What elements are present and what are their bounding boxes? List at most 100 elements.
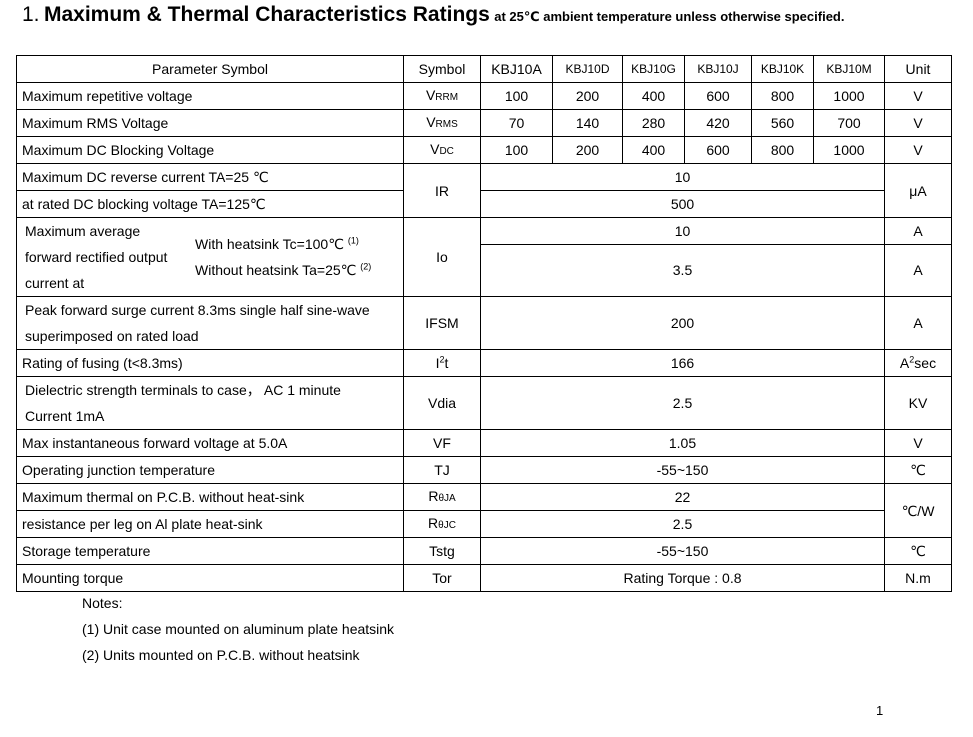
row-value: 10 3.5 [480,217,885,297]
row-value: 1.05 [480,429,885,457]
ratings-table: Parameter Symbol Symbol KBJ10A KBJ10D KB… [16,55,952,592]
row-unit: N.m [884,564,952,592]
row-label: Rating of fusing (t<8.3ms) [16,349,404,377]
row-value: 600 [684,136,752,164]
row-symbol: Tor [403,564,481,592]
row-unit: A2sec [884,349,952,377]
row-unit: ℃/W [884,483,952,538]
table-row: Operating junction temperature TJ -55~15… [16,456,952,484]
row-unit: A A [884,217,952,297]
section-number: 1. [22,3,40,26]
header-unit: Unit [884,55,952,83]
row-value: 1000 [813,82,885,110]
header-parameter: Parameter Symbol [16,55,404,83]
row-unit: V [884,136,952,164]
row-value: 2.5 [480,376,885,430]
row-symbol: I2t [403,349,481,377]
row-label: Maximum DC reverse current TA=25 ℃ [16,163,404,191]
row-value: 280 [622,109,685,137]
row-symbol: Tstg [403,537,481,565]
page-number: 1 [876,703,884,718]
row-value: 140 [552,109,623,137]
row-value: 2.5 [480,510,885,538]
row-label: at rated DC blocking voltage TA=125℃ [16,190,404,218]
row-value: 70 [480,109,553,137]
row-unit: μA [884,163,952,218]
row-value: 700 [813,109,885,137]
row-unit: A [884,296,952,350]
section-title: Maximum & Thermal Characteristics Rating… [43,3,490,26]
header-model: KBJ10G [622,55,685,83]
header-model: KBJ10M [813,55,885,83]
note-item: (1) Unit case mounted on aluminum plate … [82,621,395,637]
row-value: 200 [552,136,623,164]
row-symbol: RθJA [403,483,481,511]
io-condition: Without heatsink Ta=25℃ (2) [195,261,372,278]
row-value: 200 [552,82,623,110]
table-row: Maximum DC Blocking Voltage VDC 100 200 … [16,136,952,164]
row-value: 22 [480,483,885,511]
row-label: Max instantaneous forward voltage at 5.0… [16,429,404,457]
row-value: 400 [622,82,685,110]
row-value: 10 [480,163,885,191]
row-symbol: VRRM [403,82,481,110]
io-label-line: current at [25,275,85,291]
io-condition: With heatsink Tc=100℃ (1) [195,235,359,252]
row-label: Maximum thermal on P.C.B. without heat-s… [16,483,404,511]
row-unit: V [884,82,952,110]
row-value: 800 [751,136,814,164]
table-row: resistance per leg on Al plate heat-sink… [16,510,952,538]
row-symbol: VRMS [403,109,481,137]
row-value: -55~150 [480,456,885,484]
note-item: (2) Units mounted on P.C.B. without heat… [82,647,360,663]
row-label: resistance per leg on Al plate heat-sink [16,510,404,538]
row-label: Peak forward surge current 8.3ms single … [16,296,404,350]
row-value: 600 [684,82,752,110]
row-unit: V [884,429,952,457]
table-row: Maximum DC reverse current TA=25 ℃ IR 10… [16,163,952,218]
row-label: Dielectric strength terminals to case， A… [16,376,404,430]
row-label: Maximum average forward rectified output… [16,217,404,297]
io-label-line: Maximum average [25,223,141,239]
row-unit: V [884,109,952,137]
header-symbol: Symbol [403,55,481,83]
row-value: 100 [480,82,553,110]
row-value: 200 [480,296,885,350]
row-symbol: TJ [403,456,481,484]
row-label: Mounting torque [16,564,404,592]
row-symbol: Io [403,217,481,297]
notes-heading: Notes: [82,595,123,611]
row-label: Storage temperature [16,537,404,565]
table-row: Mounting torque Tor Rating Torque : 0.8 … [16,564,952,592]
row-value: 100 [480,136,553,164]
table-row: Maximum repetitive voltage VRRM 100 200 … [16,82,952,110]
io-label-line: forward rectified output [25,249,168,265]
table-row: at rated DC blocking voltage TA=125℃ 500 [16,190,952,218]
table-row: Dielectric strength terminals to case， A… [16,376,952,430]
table-row: Storage temperature Tstg -55~150 ℃ [16,537,952,565]
table-row: Maximum RMS Voltage VRMS 70 140 280 420 … [16,109,952,137]
header-model: KBJ10K [751,55,814,83]
row-label: Maximum DC Blocking Voltage [16,136,404,164]
notes-section: Notes: (1) Unit case mounted on aluminum… [82,590,394,668]
section-subtitle: at 25℃ ambient temperature unless otherw… [494,9,845,24]
table-row: Max instantaneous forward voltage at 5.0… [16,429,952,457]
table-row: Rating of fusing (t<8.3ms) I2t 166 A2sec [16,349,952,377]
row-symbol: VDC [403,136,481,164]
table-row: Maximum thermal on P.C.B. without heat-s… [16,483,952,538]
row-symbol: VF [403,429,481,457]
row-value: 800 [751,82,814,110]
header-model: KBJ10J [684,55,752,83]
row-value: -55~150 [480,537,885,565]
row-symbol: IFSM [403,296,481,350]
row-unit: KV [884,376,952,430]
row-value: 420 [684,109,752,137]
row-unit: ℃ [884,456,952,484]
table-row: Peak forward surge current 8.3ms single … [16,296,952,350]
header-model: KBJ10D [552,55,623,83]
row-value: 1000 [813,136,885,164]
row-value: 166 [480,349,885,377]
row-unit: ℃ [884,537,952,565]
row-label: Operating junction temperature [16,456,404,484]
row-symbol: RθJC [403,510,481,538]
